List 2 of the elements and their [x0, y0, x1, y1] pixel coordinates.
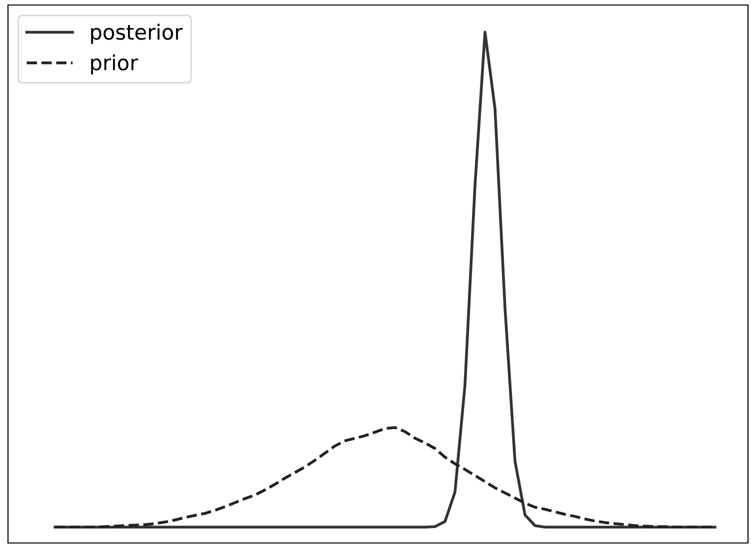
legend-label: prior: [91, 54, 138, 74]
legend-label: posterior: [91, 24, 183, 44]
